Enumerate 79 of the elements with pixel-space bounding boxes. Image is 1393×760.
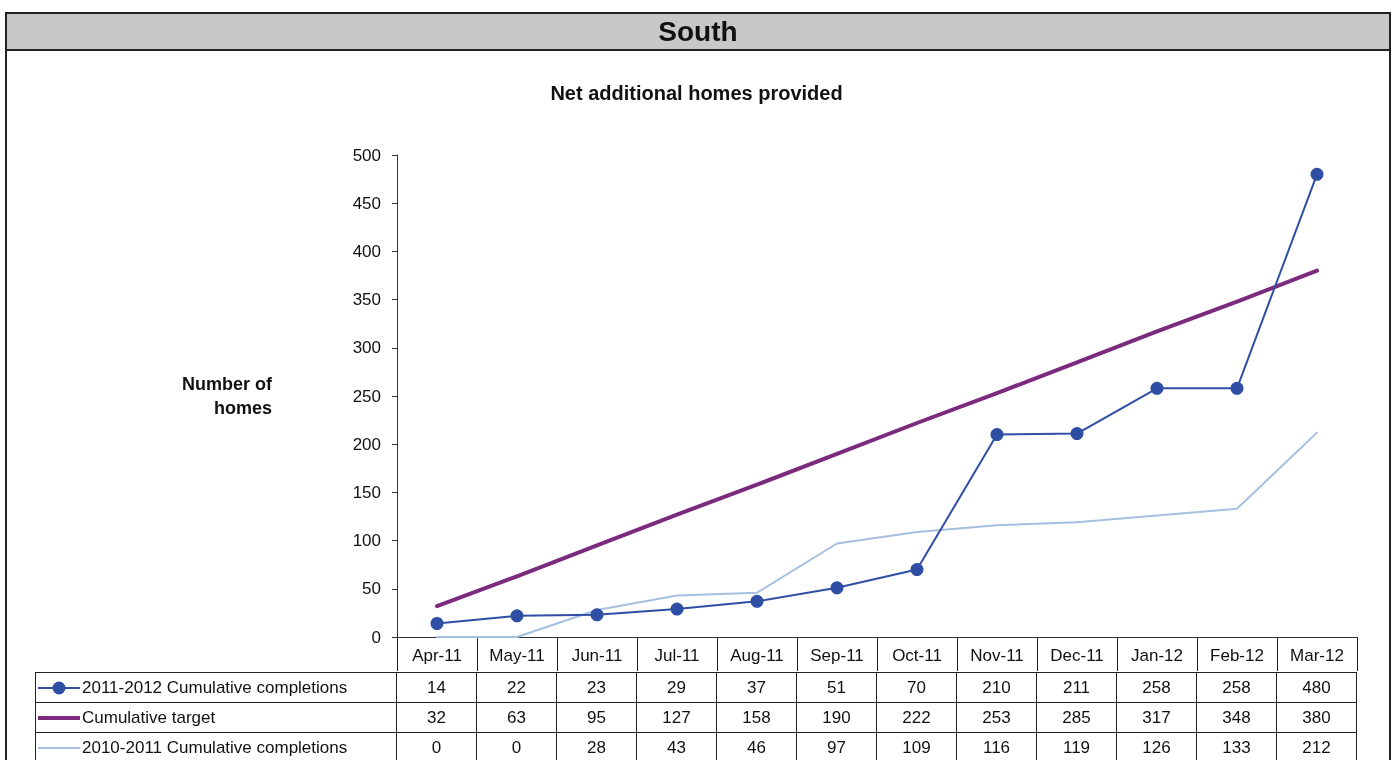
data-label: 480 bbox=[1276, 672, 1357, 703]
legend-label: 2011-2012 Cumulative completions bbox=[82, 677, 348, 697]
data-label: 63 bbox=[476, 702, 557, 733]
x-tick-label: Feb-12 bbox=[1210, 646, 1264, 665]
data-label: 29 bbox=[636, 672, 717, 703]
point bbox=[1150, 381, 1164, 395]
y-tick-label: 50 bbox=[362, 579, 381, 599]
data-label: 127 bbox=[636, 702, 717, 733]
point bbox=[510, 609, 524, 623]
data-label: 133 bbox=[1196, 732, 1277, 760]
chart-subtitle: Net additional homes provided bbox=[550, 82, 843, 104]
y-tick-label: 100 bbox=[352, 531, 381, 551]
data-label: 32 bbox=[396, 702, 477, 733]
point bbox=[430, 617, 444, 630]
data-label: 348 bbox=[1196, 702, 1277, 733]
x-tick-label: Apr-11 bbox=[412, 646, 462, 665]
point bbox=[990, 428, 1004, 442]
line-series bbox=[435, 268, 1319, 609]
data-label: 222 bbox=[876, 702, 957, 733]
point bbox=[750, 594, 764, 608]
data-label: 317 bbox=[1116, 702, 1197, 733]
data-label: 28 bbox=[556, 732, 637, 760]
data-label: 0 bbox=[476, 732, 557, 760]
data-label: 190 bbox=[796, 702, 877, 733]
x-tick-label: Mar-12 bbox=[1290, 646, 1344, 665]
data-label: 158 bbox=[716, 702, 797, 733]
line-series bbox=[436, 431, 1318, 638]
x-tick-label: Jul-11 bbox=[654, 646, 700, 665]
y-tick-label: 300 bbox=[352, 338, 381, 358]
y-axis-title: Number of homes bbox=[182, 374, 274, 418]
point bbox=[1310, 167, 1324, 181]
y-tick-label: 250 bbox=[352, 386, 381, 406]
x-tick-label: Dec-11 bbox=[1050, 646, 1104, 665]
y-tick-label: 150 bbox=[352, 482, 381, 502]
x-tick-label: May-11 bbox=[489, 646, 545, 665]
chart-title: South bbox=[5, 12, 1391, 51]
point bbox=[1230, 381, 1244, 395]
data-label: 37 bbox=[716, 672, 797, 703]
x-tick-label: Jun-11 bbox=[571, 646, 623, 665]
point bbox=[670, 602, 684, 616]
data-label: 258 bbox=[1116, 672, 1197, 703]
data-label: 51 bbox=[796, 672, 877, 703]
y-tick-label: 450 bbox=[352, 193, 381, 213]
data-label: 258 bbox=[1196, 672, 1277, 703]
y-tick-label: 0 bbox=[371, 627, 381, 647]
data-label: 253 bbox=[956, 702, 1037, 733]
data-label: 70 bbox=[876, 672, 957, 703]
data-label: 212 bbox=[1276, 732, 1357, 760]
data-label: 285 bbox=[1036, 702, 1117, 733]
x-tick-label: Aug-11 bbox=[730, 646, 784, 665]
data-label: 0 bbox=[396, 732, 477, 760]
data-label: 116 bbox=[956, 732, 1037, 760]
x-tick-label: Nov-11 bbox=[970, 646, 1024, 665]
data-label: 211 bbox=[1036, 672, 1117, 703]
y-tick-label: 500 bbox=[352, 145, 381, 165]
data-label: 109 bbox=[876, 732, 957, 760]
data-label: 97 bbox=[796, 732, 877, 760]
data-label: 14 bbox=[396, 672, 477, 703]
legend-label: 2010-2011 Cumulative completions bbox=[82, 737, 348, 757]
y-tick-label: 400 bbox=[352, 241, 381, 261]
data-label: 43 bbox=[636, 732, 717, 760]
data-label: 119 bbox=[1036, 732, 1117, 760]
point bbox=[910, 563, 924, 577]
data-label: 380 bbox=[1276, 702, 1357, 733]
y-tick-label: 350 bbox=[352, 290, 381, 310]
point bbox=[590, 608, 604, 622]
y-tick-label: 200 bbox=[352, 434, 381, 454]
point bbox=[1070, 427, 1084, 441]
legend-label: Cumulative target bbox=[82, 707, 216, 727]
x-tick-label: Oct-11 bbox=[892, 646, 942, 665]
data-label: 23 bbox=[556, 672, 637, 703]
data-label: 46 bbox=[716, 732, 797, 760]
data-label: 22 bbox=[476, 672, 557, 703]
x-tick-label: Sep-11 bbox=[810, 646, 864, 665]
data-label: 126 bbox=[1116, 732, 1197, 760]
point bbox=[830, 581, 844, 595]
x-tick-label: Jan-12 bbox=[1131, 646, 1183, 665]
data-label: 95 bbox=[556, 702, 637, 733]
data-label: 210 bbox=[956, 672, 1037, 703]
